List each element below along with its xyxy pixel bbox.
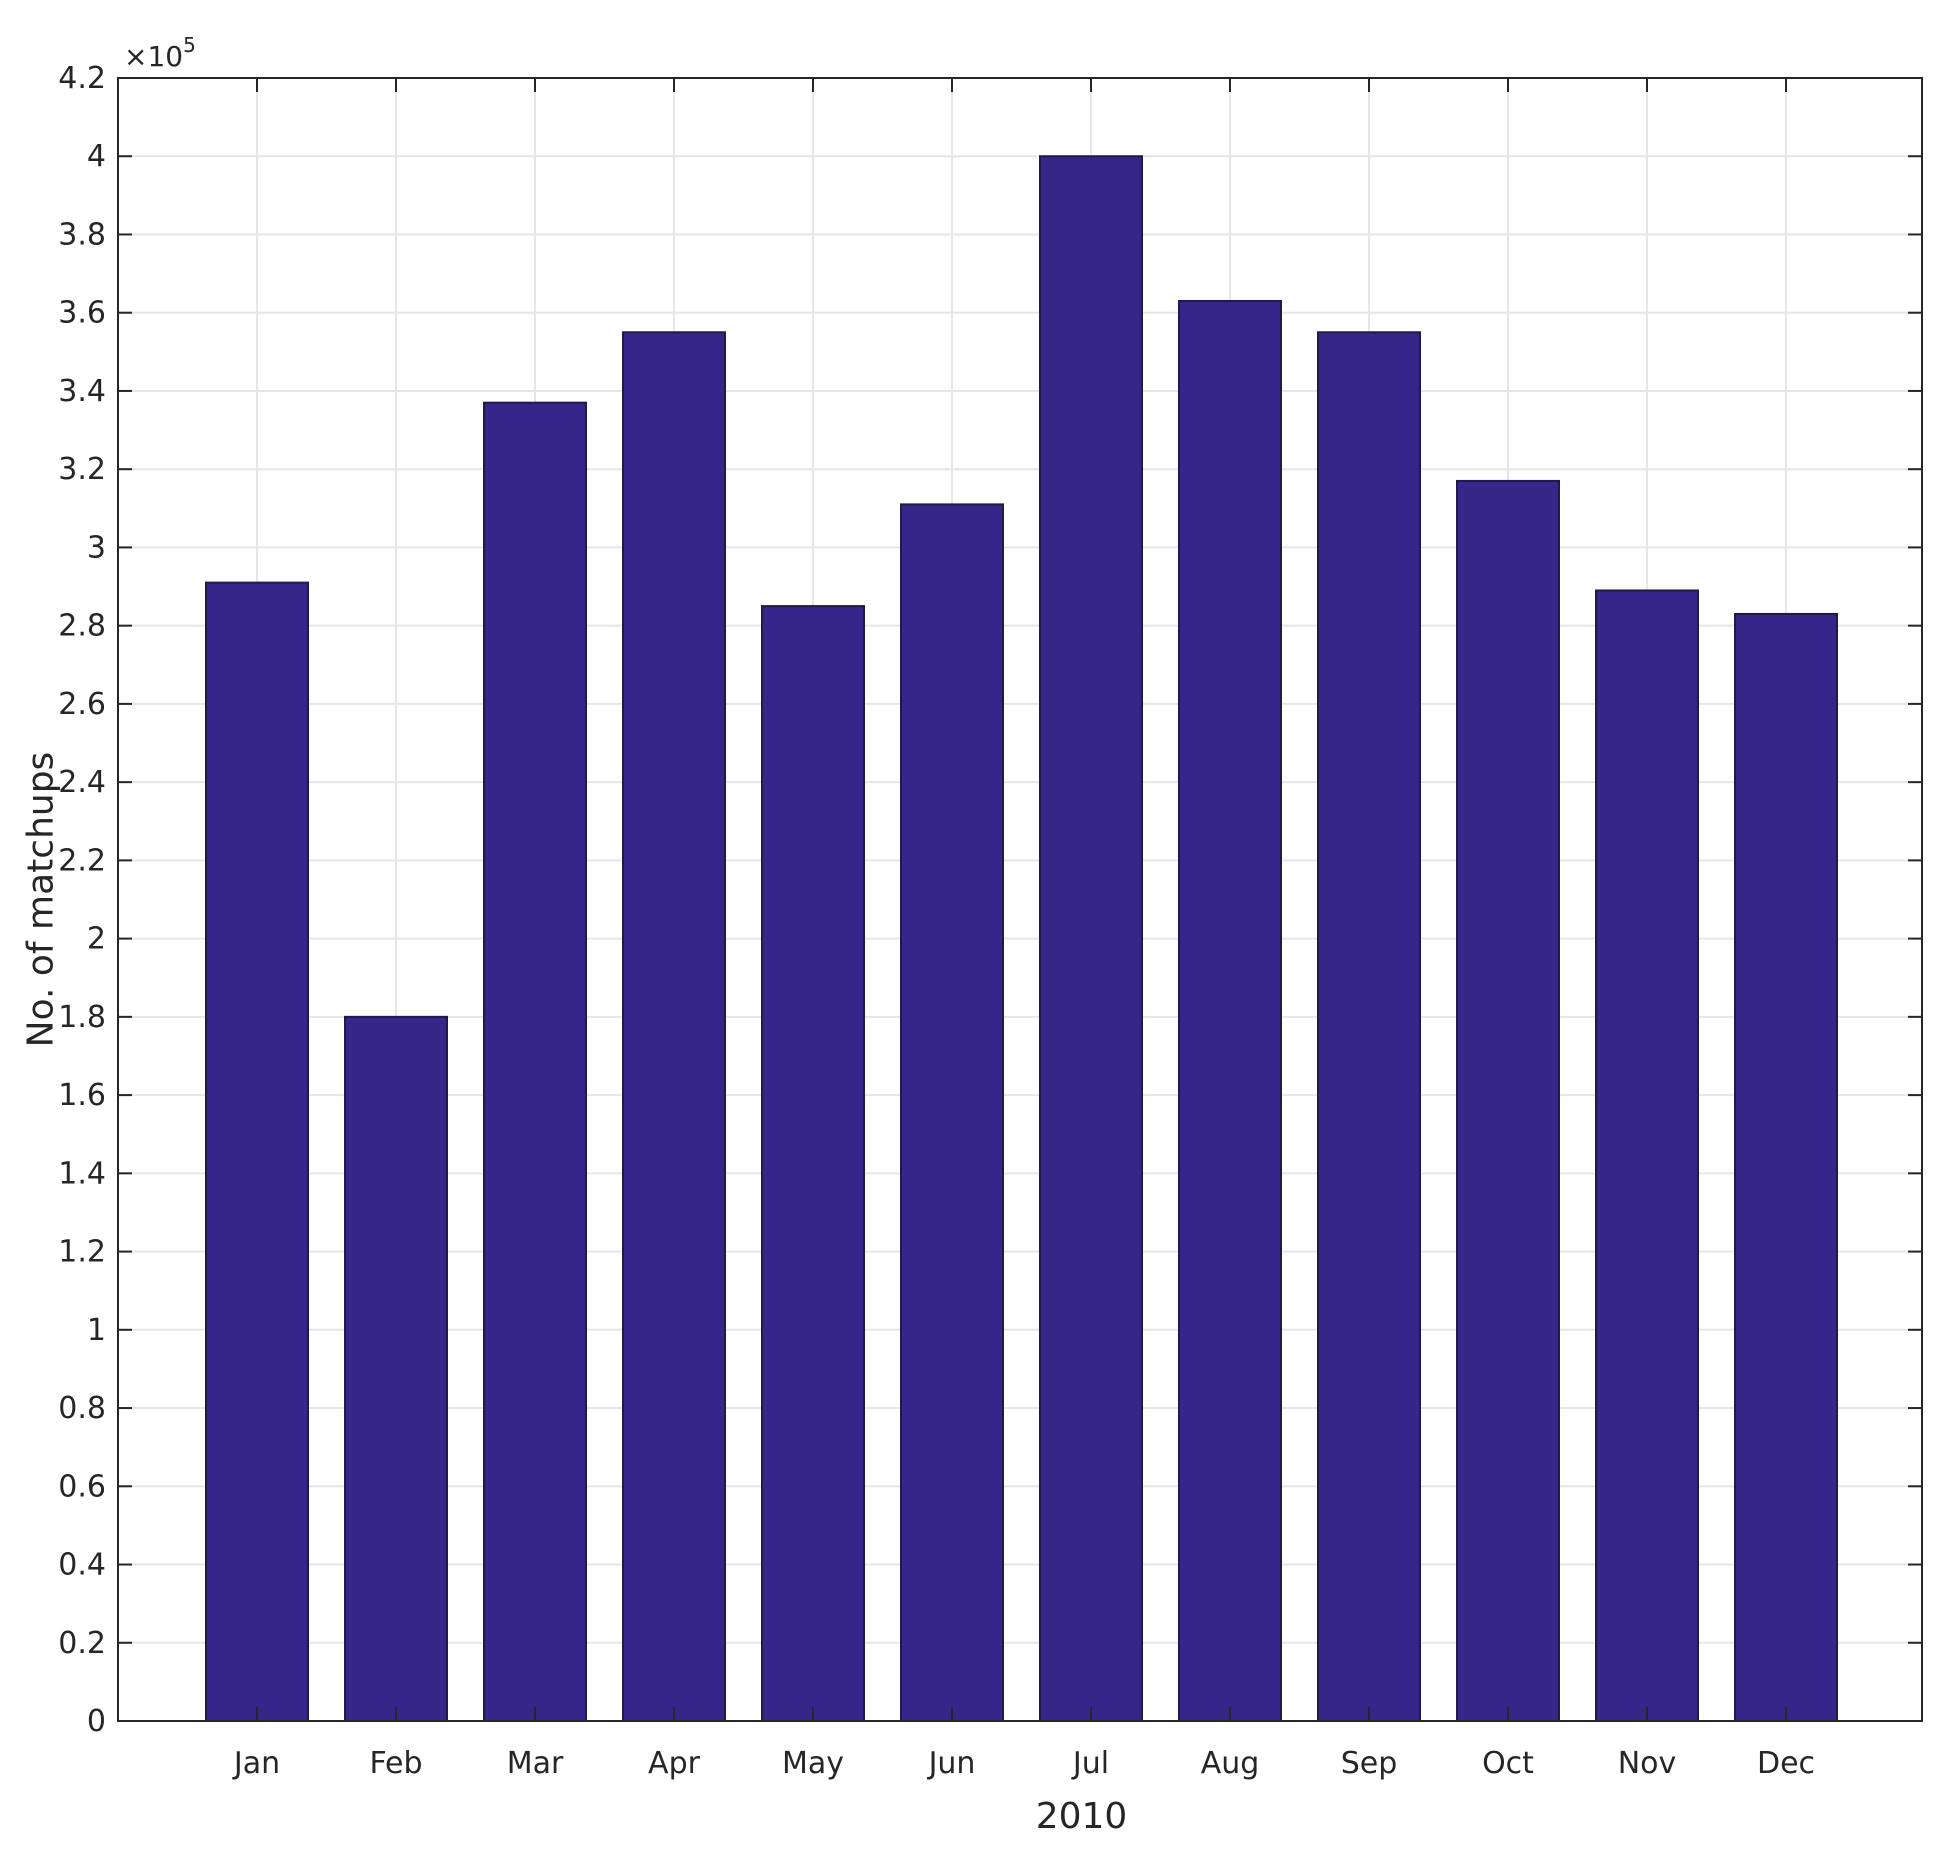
y-tick-label: 3.2 (58, 452, 106, 487)
x-tick-label: Aug (1201, 1746, 1260, 1781)
bar-apr (622, 331, 726, 1722)
bar-feb (344, 1015, 448, 1722)
bar-dec (1734, 612, 1838, 1723)
y-tick-label: 0.4 (58, 1548, 106, 1583)
y-exponent-power: 5 (183, 33, 196, 57)
x-tick-label: Apr (648, 1746, 701, 1781)
axes-box (117, 77, 1923, 1722)
bar-mar (483, 401, 587, 1722)
bar-aug (1178, 299, 1282, 1723)
x-tick-label: May (782, 1746, 844, 1781)
axes-layer (117, 77, 1923, 1722)
y-tick-label: 0.2 (58, 1626, 106, 1661)
y-tick-label: 2.2 (58, 843, 106, 878)
y-tick-label: 2.8 (58, 609, 106, 644)
bar-may (761, 605, 865, 1722)
y-tick-label: 3.4 (58, 374, 106, 409)
x-tick-label: Dec (1757, 1746, 1815, 1781)
x-tick-label: Nov (1618, 1746, 1677, 1781)
bar-jul (1039, 155, 1143, 1723)
y-tick-label: 2.6 (58, 687, 106, 722)
y-exponent-base: ×10 (124, 40, 183, 73)
x-tick-label: Oct (1482, 1746, 1534, 1781)
y-tick-label: 0.8 (58, 1391, 106, 1426)
x-tick-label: Mar (507, 1746, 564, 1781)
y-tick-label: 1.2 (58, 1235, 106, 1270)
x-tick-label: Feb (369, 1746, 422, 1781)
x-tick-label: Sep (1341, 1746, 1398, 1781)
bar-jun (900, 503, 1004, 1723)
x-tick-label: Jan (232, 1746, 280, 1781)
y-tick-label: 2 (87, 922, 106, 957)
y-tick-labels: 0 0.2 0.4 0.6 0.8 1 1.2 1.4 1.6 1.8 2 2.2 2.4 2.6 2.8 3… (58, 61, 106, 1739)
x-axis-label: 2010 (1036, 1796, 1128, 1837)
y-axis-exponent: ×105 (124, 33, 196, 73)
x-tick-label: Jun (927, 1746, 976, 1781)
y-tick-label: 3 (87, 530, 106, 565)
y-tick-label: 1.4 (58, 1156, 106, 1191)
x-tick-label: Jul (1071, 1746, 1109, 1781)
bar-nov (1595, 589, 1699, 1723)
y-tick-label: 0.6 (58, 1469, 106, 1504)
x-tick-labels: Jan Feb Mar Apr May Jun Jul Aug Sep Oct Nov Dec (232, 1746, 1815, 1781)
y-tick-label: 1.8 (58, 1000, 106, 1035)
y-tick-label: 0 (87, 1704, 106, 1739)
bar-sep (1317, 331, 1421, 1722)
y-tick-label: 3.8 (58, 217, 106, 252)
y-tick-label: 3.6 (58, 296, 106, 331)
y-tick-label: 4.2 (58, 61, 106, 96)
y-tick-label: 4 (87, 139, 106, 174)
bar-jan (205, 581, 309, 1722)
bar-layer (205, 155, 1838, 1723)
y-tick-label: 2.4 (58, 765, 106, 800)
bar-oct (1456, 479, 1560, 1723)
y-tick-label: 1.6 (58, 1078, 106, 1113)
y-axis-label: No. of matchups (21, 752, 62, 1048)
y-tick-label: 1 (87, 1313, 106, 1348)
